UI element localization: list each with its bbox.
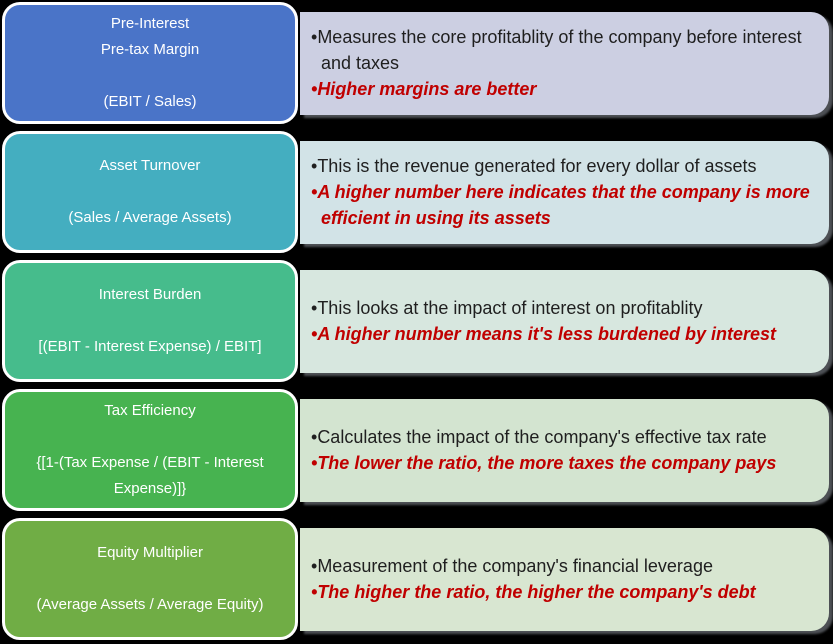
row-equity-multiplier: Equity Multiplier (Average Assets / Aver… [2,518,829,640]
bullet-point-emphasis: Higher margins are better [311,76,815,102]
bullet-point-emphasis: The higher the ratio, the higher the com… [311,579,815,605]
row-asset-turnover: Asset Turnover (Sales / Average Assets) … [2,131,829,253]
row-pre-tax-margin: Pre-Interest Pre-tax Margin (EBIT / Sale… [2,2,829,124]
metric-formula: (Average Assets / Average Equity) [36,596,264,613]
bullet-point: Measurement of the company's financial l… [311,553,815,579]
metric-formula: {[1-(Tax Expense / (EBIT - Interest Expe… [36,454,264,497]
bullet-point: This is the revenue generated for every … [311,153,815,179]
description-panel: Measurement of the company's financial l… [300,527,829,631]
description-panel: This looks at the impact of interest on … [300,269,829,373]
metric-title: Tax Efficiency [104,402,196,419]
metric-title: Pre-Interest Pre-tax Margin [100,15,200,58]
description-panel: Calculates the impact of the company's e… [300,398,829,502]
metric-title: Asset Turnover [99,157,201,174]
row-interest-burden: Interest Burden [(EBIT - Interest Expens… [2,260,829,382]
metric-box-tax-efficiency: Tax Efficiency {[1-(Tax Expense / (EBIT … [2,389,298,511]
metric-box-equity-multiplier: Equity Multiplier (Average Assets / Aver… [2,518,298,640]
metric-box-interest-burden: Interest Burden [(EBIT - Interest Expens… [2,260,298,382]
metric-box-pre-tax-margin: Pre-Interest Pre-tax Margin (EBIT / Sale… [2,2,298,124]
bullet-point-emphasis: A higher number here indicates that the … [311,179,815,231]
bullet-point: Measures the core profitablity of the co… [311,24,815,76]
metric-title: Interest Burden [98,286,202,303]
metric-formula: (Sales / Average Assets) [68,209,232,226]
bullet-point-emphasis: The lower the ratio, the more taxes the … [311,450,815,476]
description-panel: Measures the core profitablity of the co… [300,11,829,115]
metric-formula: [(EBIT - Interest Expense) / EBIT] [38,338,262,355]
bullet-point-emphasis: A higher number means it's less burdened… [311,321,815,347]
metric-title: Equity Multiplier [97,544,203,561]
bullet-point: Calculates the impact of the company's e… [311,424,815,450]
description-panel: This is the revenue generated for every … [300,140,829,244]
bullet-point: This looks at the impact of interest on … [311,295,815,321]
metric-box-asset-turnover: Asset Turnover (Sales / Average Assets) [2,131,298,253]
row-tax-efficiency: Tax Efficiency {[1-(Tax Expense / (EBIT … [2,389,829,511]
metric-formula: (EBIT / Sales) [103,93,197,110]
